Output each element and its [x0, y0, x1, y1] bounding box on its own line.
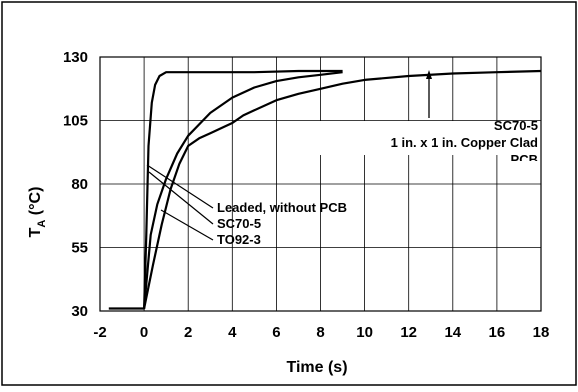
- y-axis-title-sub: A: [36, 220, 48, 228]
- x-tick-label: 6: [272, 324, 280, 341]
- plot-frame: [99, 56, 542, 312]
- leader-line-sc70: [148, 171, 214, 225]
- annotation-sc70-pcb-clip: PCB: [511, 152, 538, 167]
- x-tick-label: 2: [184, 324, 192, 341]
- y-tick-label: 30: [71, 303, 88, 320]
- annotation-leaded: Leaded, without PCB: [217, 200, 347, 215]
- annotation-sc70-pcb-line3: PCB: [511, 152, 538, 167]
- outer-frame: [1, 1, 577, 386]
- x-tick-label: 8: [316, 324, 324, 341]
- annotation-sc70: SC70-5: [217, 216, 261, 231]
- y-axis-title-unit: (°C): [27, 187, 44, 220]
- annotation-sc70-pcb-line1: SC70-5: [494, 118, 538, 133]
- x-tick-label: 18: [533, 324, 550, 341]
- y-tick-labels: 30 55 80 105 130: [63, 49, 88, 320]
- y-tick-label: 55: [71, 240, 88, 257]
- y-tick-label: 105: [63, 113, 88, 130]
- leader-line-leaded: [146, 164, 214, 209]
- y-axis-title-main: T: [27, 227, 44, 237]
- x-axis-title: Time (s): [286, 359, 347, 376]
- x-tick-label: 16: [489, 324, 506, 341]
- annotation-to92: TO92-3: [217, 232, 261, 247]
- y-axis-title: TA (°C): [27, 187, 48, 238]
- grid: [100, 57, 541, 311]
- x-tick-label: 12: [400, 324, 417, 341]
- x-tick-labels: -2 0 2 4 6 8 10 12 14 16 18: [93, 324, 549, 341]
- annotation-backdrop: [318, 121, 539, 155]
- x-tick-label: 10: [356, 324, 373, 341]
- x-tick-label: 0: [140, 324, 148, 341]
- annotation-sc70-pcb-line2: 1 in. x 1 in. Copper Clad: [391, 135, 538, 150]
- series-group: [108, 69, 542, 310]
- series-line-2: [143, 71, 343, 309]
- x-tick-label: -2: [93, 324, 106, 341]
- y-tick-label: 80: [71, 176, 88, 193]
- y-tick-label: 130: [63, 49, 88, 66]
- annotation-arrow-head: [426, 70, 432, 79]
- x-tick-label: 4: [228, 324, 237, 341]
- x-tick-label: 14: [444, 324, 461, 341]
- series-line-3: [143, 69, 542, 309]
- leader-line-to92: [160, 209, 214, 241]
- series-line-1: [108, 69, 343, 310]
